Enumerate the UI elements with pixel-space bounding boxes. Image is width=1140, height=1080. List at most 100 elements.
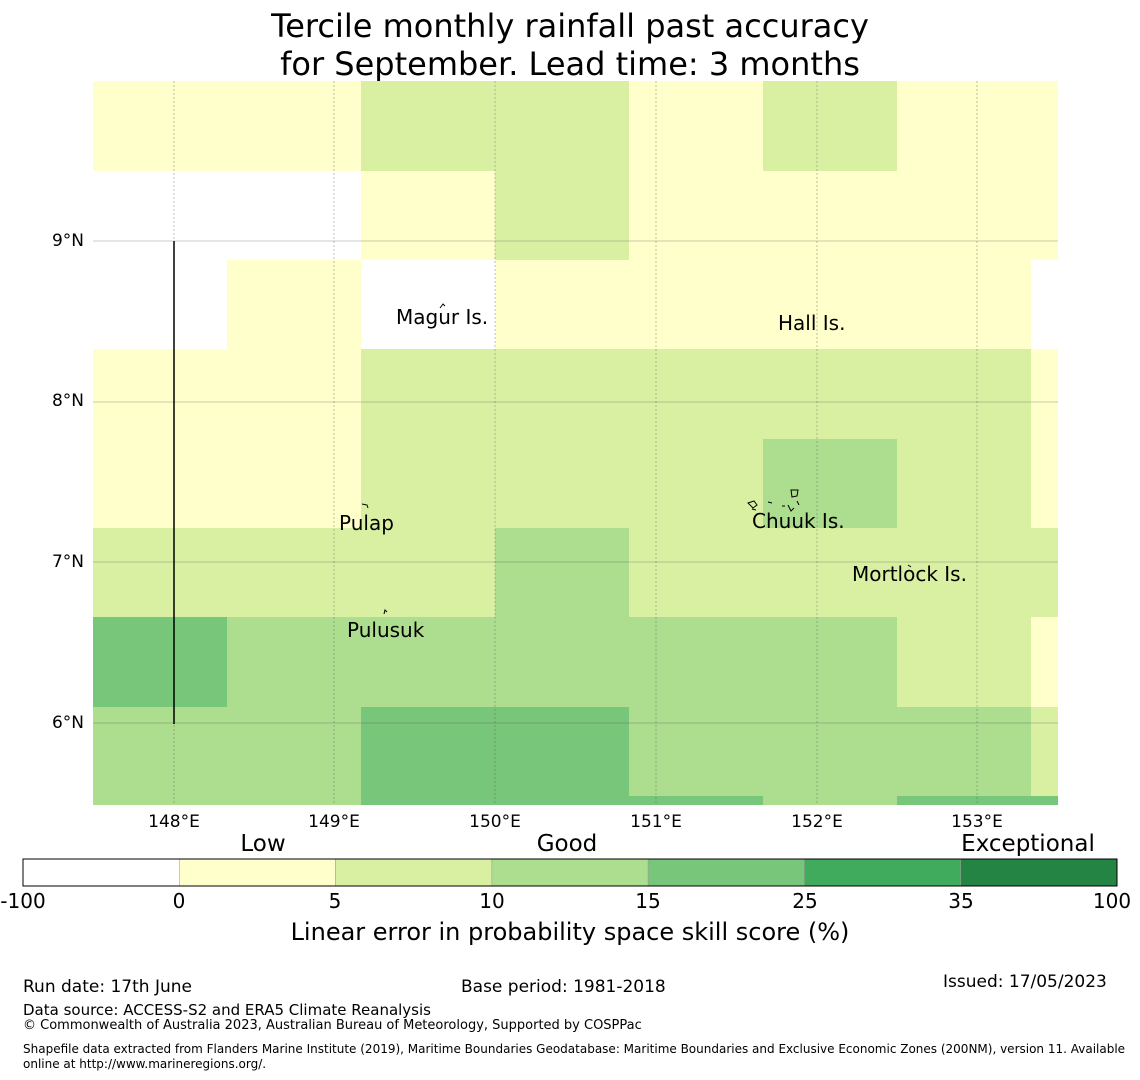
grid-cell xyxy=(227,349,361,439)
grid-cell xyxy=(93,171,227,260)
grid-cell xyxy=(897,617,1031,707)
lon-tick-152e: 152°E xyxy=(791,812,843,832)
colorbar-segment xyxy=(335,858,493,887)
grid-cell xyxy=(629,617,763,707)
copyright: © Commonwealth of Australia 2023, Austra… xyxy=(23,1018,642,1033)
chuuk-island-shape xyxy=(747,489,800,512)
colorbar-label: Linear error in probability space skill … xyxy=(290,918,850,946)
grid-cell xyxy=(897,707,1031,796)
grid-cell xyxy=(629,707,763,796)
grid-cell xyxy=(227,260,361,349)
base-period: Base period: 1981-2018 xyxy=(461,977,666,997)
island-outlines xyxy=(361,303,912,615)
grid-cell xyxy=(93,439,227,528)
colorbar-segments xyxy=(22,858,1118,887)
grid-cell xyxy=(361,439,495,528)
data-source: Data source: ACCESS-S2 and ERA5 Climate … xyxy=(23,1001,431,1019)
grid-cell xyxy=(361,349,495,439)
map-title-line-1: Tercile monthly rainfall past accuracy xyxy=(271,7,869,45)
colorbar-tick-5: 5 xyxy=(328,889,342,913)
pulusuk-island-shape xyxy=(383,609,388,615)
grid-cell xyxy=(227,528,361,617)
grid-cell xyxy=(93,707,227,796)
grid-cell xyxy=(227,81,361,171)
grid-cell xyxy=(495,528,629,617)
grid-cell xyxy=(897,349,1031,439)
grid-cell xyxy=(1031,796,1058,805)
grid-cell xyxy=(227,439,361,528)
grid-cell xyxy=(1031,617,1058,707)
colorbar-tick-25: 25 xyxy=(792,889,818,913)
grid-cell xyxy=(495,260,629,349)
grid-cell xyxy=(763,617,897,707)
graticule xyxy=(93,81,1058,805)
skill-map xyxy=(93,81,1058,805)
colorbar-category-low: Low xyxy=(240,831,286,857)
grid-cell xyxy=(629,796,763,805)
grid-cell xyxy=(629,260,763,349)
grid-cell xyxy=(361,81,495,171)
colorbar-segment xyxy=(960,858,1118,887)
grid-cell xyxy=(495,171,629,260)
grid-cell xyxy=(361,260,495,349)
colorbar xyxy=(22,858,1118,887)
grid-cell xyxy=(897,81,1031,171)
colorbar-tick-15: 15 xyxy=(635,889,661,913)
grid-cell xyxy=(361,617,495,707)
place-label-mortlock: Mortlock Is. xyxy=(852,562,967,586)
grid-cell xyxy=(1031,439,1058,528)
grid-cell xyxy=(93,349,227,439)
shapefile-credit-line-1: Shapefile data extracted from Flanders M… xyxy=(23,1042,1126,1056)
place-label-hall: Hall Is. xyxy=(778,311,846,335)
colorbar-segment xyxy=(647,858,805,887)
grid-cell xyxy=(495,349,629,439)
colorbar-segment xyxy=(804,858,961,887)
grid-cell xyxy=(763,81,897,171)
grid-cell xyxy=(1031,528,1058,617)
colorbar-segment xyxy=(179,858,336,887)
lat-tick-7n: 7°N xyxy=(51,552,84,572)
grid-cell xyxy=(93,260,227,349)
grid-cell xyxy=(763,349,897,439)
grid-cell xyxy=(897,439,1031,528)
colorbar-tick-0: 0 xyxy=(172,889,186,913)
grid-cell xyxy=(763,439,897,528)
grid-cell xyxy=(495,707,629,796)
lon-tick-151e: 151°E xyxy=(630,812,682,832)
colorbar-border xyxy=(22,858,1118,887)
map-title-line-2: for September. Lead time: 3 months xyxy=(280,45,860,83)
skill-grid-cells xyxy=(93,81,1058,805)
lon-tick-150e: 150°E xyxy=(469,812,521,832)
colorbar-segment xyxy=(491,858,649,887)
grid-cell xyxy=(1031,349,1058,439)
grid-cell xyxy=(763,528,897,617)
grid-cell xyxy=(227,171,361,260)
grid-cell xyxy=(93,81,227,171)
grid-cell xyxy=(361,796,495,805)
lon-tick-153e: 153°E xyxy=(951,812,1003,832)
lat-tick-6n: 6°N xyxy=(51,713,84,733)
grid-cell xyxy=(629,171,763,260)
place-label-chuuk: Chuuk Is. xyxy=(752,509,845,533)
shapefile-credit-line-2: online at http://www.marineregions.org/. xyxy=(23,1057,267,1071)
grid-cell xyxy=(897,528,1031,617)
pulap-island-shape xyxy=(361,503,369,509)
colorbar-segment xyxy=(22,858,180,887)
mortlock-island-shape xyxy=(907,564,912,568)
colorbar-tick-100: 100 xyxy=(1092,889,1132,913)
grid-cell xyxy=(629,81,763,171)
issued-date: Issued: 17/05/2023 xyxy=(943,972,1107,992)
grid-cell xyxy=(897,260,1031,349)
grid-cell xyxy=(1031,707,1058,796)
magur-island-shape xyxy=(439,303,446,309)
grid-cell xyxy=(629,528,763,617)
grid-cell xyxy=(629,439,763,528)
grid-cell xyxy=(361,528,495,617)
grid-cell xyxy=(361,171,495,260)
grid-cell xyxy=(763,707,897,796)
grid-cell xyxy=(495,81,629,171)
grid-cell xyxy=(1031,260,1058,349)
grid-cell xyxy=(629,349,763,439)
grid-cell xyxy=(1031,81,1058,171)
grid-cell xyxy=(93,796,227,805)
